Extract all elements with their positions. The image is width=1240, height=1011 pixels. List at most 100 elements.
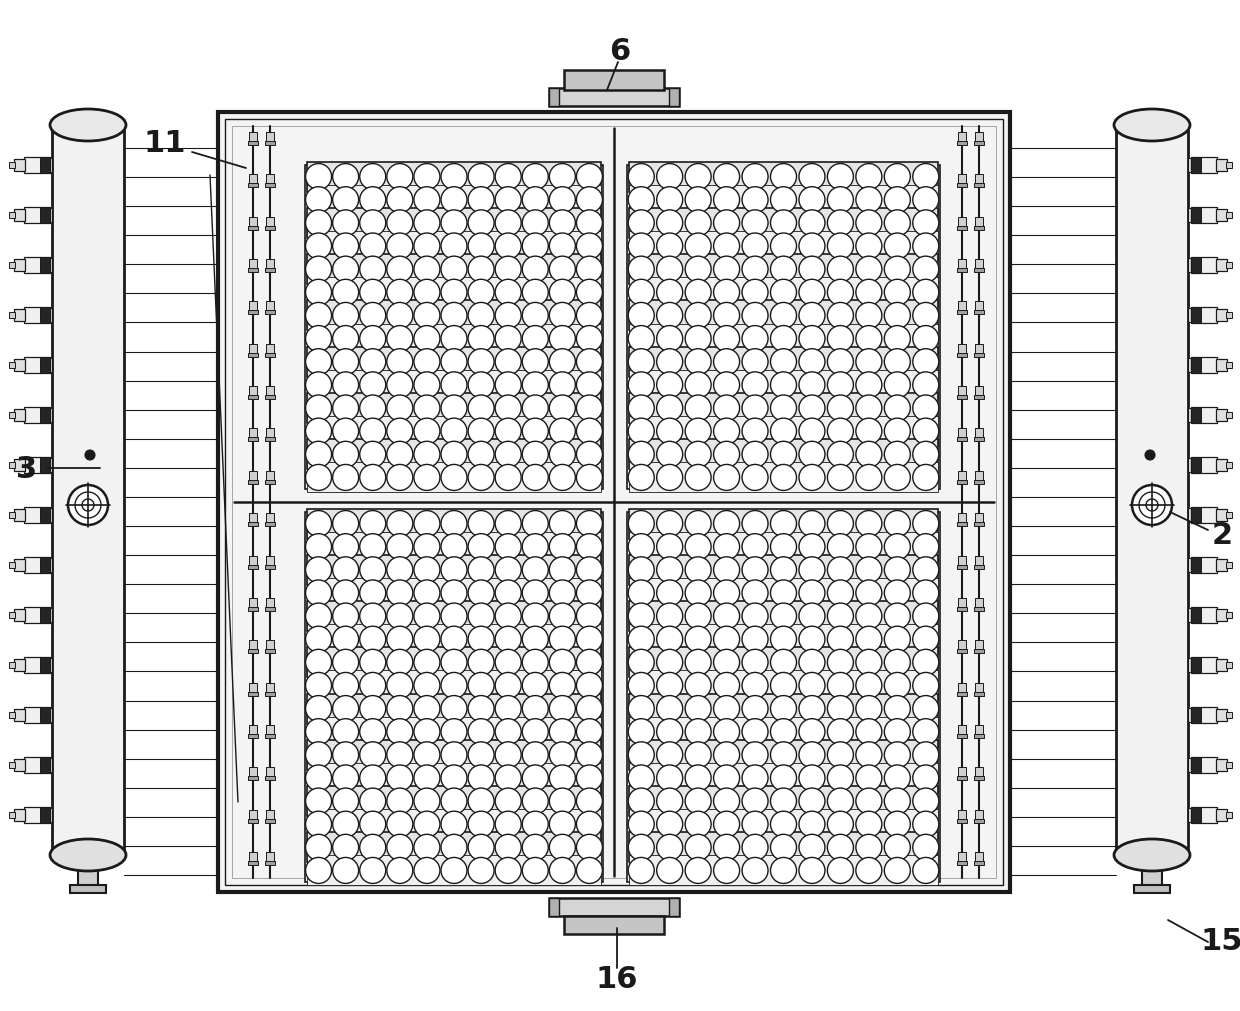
Circle shape [332,349,358,375]
Circle shape [495,395,521,421]
Circle shape [770,580,796,606]
Circle shape [522,372,548,398]
Circle shape [387,419,413,444]
Bar [627,512,940,882]
Circle shape [742,441,768,467]
Bar [1188,408,1190,422]
Circle shape [770,672,796,699]
Bar [1188,708,1190,722]
Circle shape [441,511,467,537]
Circle shape [332,511,358,537]
Bar [267,174,274,184]
Circle shape [713,534,739,560]
Circle shape [522,534,548,560]
Circle shape [742,464,768,490]
Circle shape [549,441,575,467]
Circle shape [827,372,853,398]
Circle shape [856,302,882,329]
Circle shape [360,256,386,282]
Bar [50,808,52,822]
Bar [975,514,983,523]
Circle shape [441,256,467,282]
Circle shape [884,604,910,629]
Circle shape [522,302,548,329]
Circle shape [522,326,548,352]
Bar [267,640,274,650]
Circle shape [522,349,548,375]
Circle shape [856,857,882,884]
Bar [959,216,966,226]
Bar [249,344,257,354]
Bar [308,787,601,816]
Bar [973,649,985,653]
Circle shape [770,349,796,375]
Circle shape [713,372,739,398]
Bar [1226,162,1233,168]
Bar [24,157,50,173]
Circle shape [577,765,603,791]
Bar [629,324,937,354]
Circle shape [686,326,711,352]
Circle shape [387,811,413,837]
Circle shape [713,557,739,582]
Circle shape [441,788,467,814]
Circle shape [387,164,413,190]
Circle shape [827,256,853,282]
Bar [1226,262,1233,268]
Circle shape [414,233,440,259]
Bar [265,607,275,611]
Circle shape [549,649,575,675]
Bar [973,183,985,187]
Circle shape [441,233,467,259]
Bar [248,564,258,568]
Circle shape [522,279,548,305]
Bar [957,141,967,145]
Bar [249,386,257,396]
Circle shape [414,626,440,652]
Bar [248,776,258,780]
Circle shape [577,696,603,722]
Circle shape [713,834,739,860]
Bar [973,438,985,442]
Circle shape [577,719,603,745]
Circle shape [742,187,768,212]
Bar [975,471,983,481]
Circle shape [856,164,882,190]
Circle shape [799,210,825,236]
Circle shape [686,164,711,190]
Circle shape [577,464,603,490]
Bar [1226,412,1233,418]
Bar [265,692,275,696]
Circle shape [360,441,386,467]
Circle shape [441,419,467,444]
Circle shape [305,210,331,236]
Bar [265,183,275,187]
Bar [957,522,967,526]
Circle shape [884,511,910,537]
Circle shape [770,302,796,329]
Bar [629,532,937,562]
Circle shape [742,649,768,675]
Bar [308,624,601,654]
Bar [308,231,601,261]
Circle shape [913,857,939,884]
Text: 11: 11 [144,128,186,158]
Circle shape [577,233,603,259]
Circle shape [629,187,655,212]
Circle shape [414,395,440,421]
Circle shape [657,557,683,582]
Bar [629,832,937,862]
Bar [1216,759,1228,771]
Circle shape [713,742,739,767]
Circle shape [856,604,882,629]
Circle shape [913,649,939,675]
Circle shape [577,256,603,282]
Bar [973,480,985,484]
Circle shape [686,419,711,444]
Circle shape [305,834,331,860]
Circle shape [577,279,603,305]
Circle shape [913,534,939,560]
Circle shape [913,164,939,190]
Circle shape [360,557,386,582]
Bar [50,758,52,772]
